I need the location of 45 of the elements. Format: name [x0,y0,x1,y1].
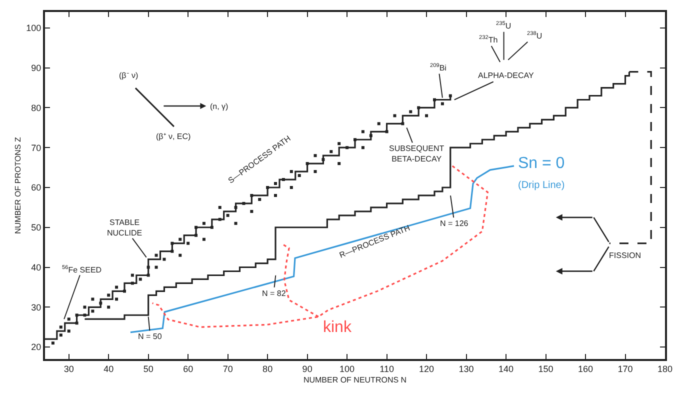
x-tick-label: 100 [340,364,355,374]
y-tick-label: 90 [31,62,42,73]
y-tick-label: 60 [31,182,42,193]
x-tick-label: 140 [498,364,514,374]
x-tick-label: 110 [380,364,394,374]
annotation: Sn = 0 [518,155,565,172]
x-tick-label: 160 [578,364,594,374]
x-tick-label: 60 [183,364,194,374]
annotation: $^{56}$Fe SEED [62,265,102,274]
x-tick-label: 80 [262,364,273,374]
x-tick-label: 130 [458,364,474,374]
annotation: SUBSEQUENT BETA-DECAY [389,144,444,164]
annotation: (β⁻ ν) [119,71,138,80]
annotation: N = 82 [262,289,286,298]
annotation: kink [323,319,352,336]
y-tick-label: 40 [31,262,42,272]
x-tick-label: 70 [222,364,233,374]
y-tick-label: 20 [31,342,42,352]
y-axis-title: NUMBER OF PROTONS Z [13,137,22,234]
annotation: FISSION [609,251,642,260]
x-tick-label: 50 [143,364,154,374]
x-tick-label: 150 [538,364,554,374]
annotation: $^{235}$U [496,21,512,30]
y-tick-label: 100 [26,23,42,34]
annotation: $^{232}$Th [479,35,498,44]
x-tick-label: 170 [618,364,633,374]
annotation: N = 50 [138,332,162,341]
x-tick-label: 40 [104,364,114,374]
y-tick-label: 70 [31,142,42,153]
x-tick-label: 30 [64,364,74,374]
annotation: (n, γ) [210,102,229,111]
x-tick-label: 180 [657,364,673,374]
annotation: (β⁺ ν, EC) [156,132,192,141]
annotation: ALPHA-DECAY [478,71,535,80]
x-tick-label: 90 [302,364,312,374]
annotation: N = 126 [440,219,469,228]
x-tick-label: 120 [419,364,434,374]
annotation: (Drip Line) [518,180,565,191]
annotation: $^{238}$U [527,31,542,40]
y-tick-label: 30 [31,302,42,312]
y-tick-label: 80 [31,102,42,113]
x-axis-title: NUMBER OF NEUTRONS N [303,375,407,384]
y-tick-label: 50 [31,222,42,233]
annotation: STABLE NUCLIDE [107,218,142,238]
annotation: $^{209}$Bi [430,63,447,72]
